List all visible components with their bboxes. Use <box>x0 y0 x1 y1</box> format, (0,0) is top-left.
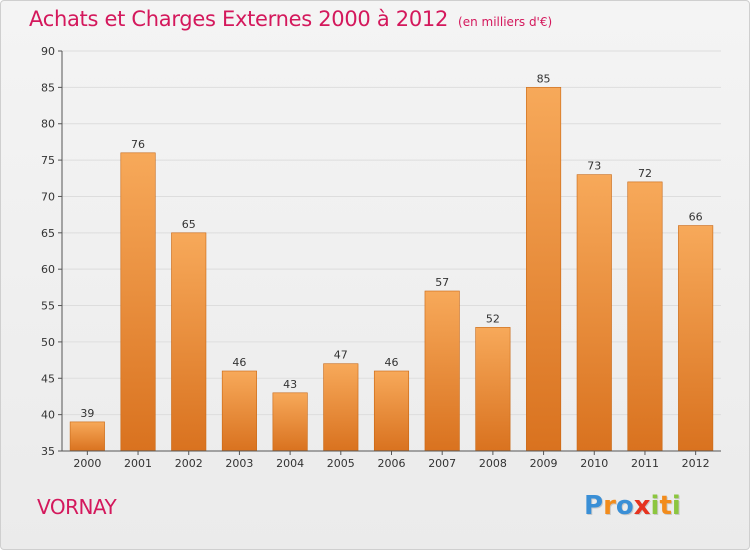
y-tick-label: 80 <box>41 118 55 131</box>
bar-2005 <box>323 363 359 452</box>
logo-letter: t <box>659 491 672 521</box>
x-tick-label: 2000 <box>73 457 101 470</box>
x-tick-label: 2006 <box>378 457 406 470</box>
y-tick-label: 75 <box>41 154 55 167</box>
data-label: 72 <box>638 167 652 180</box>
proxiti-logo: Proxiti <box>584 491 681 521</box>
chart-title: Achats et Charges Externes 2000 à 2012 (e… <box>29 7 552 31</box>
logo-letter: r <box>603 491 616 521</box>
bar-2002 <box>171 232 207 452</box>
x-tick-label: 2012 <box>682 457 710 470</box>
y-tick-label: 85 <box>41 81 55 94</box>
place-name: VORNAY <box>37 495 117 519</box>
chart-subtitle: (en milliers d'€) <box>458 15 553 29</box>
bar-2011 <box>627 181 663 452</box>
data-label: 46 <box>385 356 399 369</box>
bar-2007 <box>424 290 460 452</box>
x-tick-label: 2005 <box>327 457 355 470</box>
bar-2001 <box>120 152 156 452</box>
data-label: 43 <box>283 378 297 391</box>
x-tick-label: 2010 <box>580 457 608 470</box>
x-tick-label: 2007 <box>428 457 456 470</box>
data-label: 46 <box>232 356 246 369</box>
bar-2012 <box>678 225 714 452</box>
x-tick-label: 2003 <box>225 457 253 470</box>
logo-letter: o <box>615 491 634 521</box>
y-tick-label: 35 <box>41 445 55 458</box>
data-label: 85 <box>537 72 551 85</box>
labels: 35 40 45 50 55 60 65 70 75 80 85 90 39 2000 76 2001 65 20… <box>41 45 710 470</box>
y-tick-label: 65 <box>41 227 55 240</box>
data-label: 76 <box>131 138 145 151</box>
data-label: 52 <box>486 312 500 325</box>
y-tick-label: 55 <box>41 300 55 313</box>
x-tick-label: 2009 <box>530 457 558 470</box>
bar-2008 <box>475 327 511 452</box>
y-tick-label: 50 <box>41 336 55 349</box>
logo-letter: x <box>633 491 651 521</box>
y-tick-label: 90 <box>41 45 55 58</box>
bar-2009 <box>526 87 562 452</box>
bar-2000 <box>69 421 105 452</box>
y-tick-label: 45 <box>41 372 55 385</box>
x-tick-label: 2004 <box>276 457 304 470</box>
x-tick-label: 2001 <box>124 457 152 470</box>
data-label: 65 <box>182 218 196 231</box>
y-tick-label: 70 <box>41 190 55 203</box>
y-tick-label: 40 <box>41 409 55 422</box>
data-label: 73 <box>587 160 601 173</box>
axes <box>58 50 721 455</box>
x-tick-label: 2011 <box>631 457 659 470</box>
data-label: 39 <box>80 407 94 420</box>
data-label: 66 <box>689 211 703 224</box>
logo-letter: i <box>671 491 681 521</box>
bars <box>69 87 714 452</box>
bar-2004 <box>272 392 308 452</box>
logo-letter: i <box>650 491 660 521</box>
bar-2010 <box>576 174 612 452</box>
x-tick-label: 2008 <box>479 457 507 470</box>
x-tick-label: 2002 <box>175 457 203 470</box>
title-text: Achats et Charges Externes 2000 à 2012 <box>29 7 449 31</box>
bar-2006 <box>373 370 410 452</box>
y-tick-label: 60 <box>41 263 55 276</box>
data-label: 57 <box>435 276 449 289</box>
bar-2003 <box>221 370 257 452</box>
logo-letter: P <box>584 491 604 521</box>
data-label: 47 <box>334 349 348 362</box>
